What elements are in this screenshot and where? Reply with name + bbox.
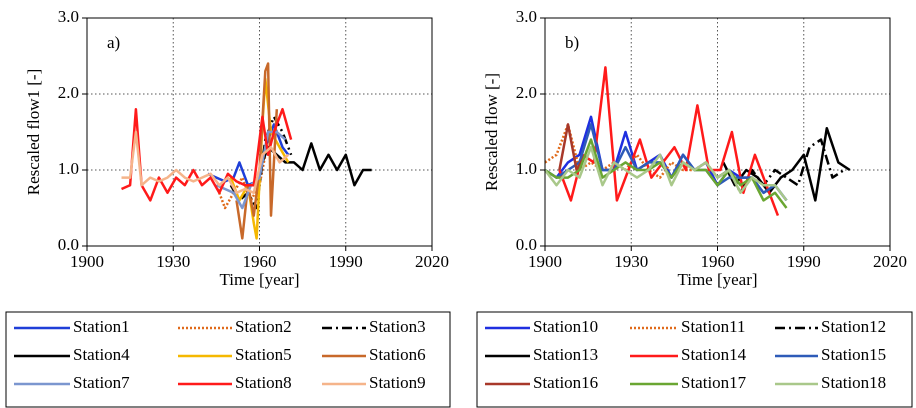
panel-label: b) — [565, 33, 579, 52]
y-axis-label: Rescaled flow [-] — [482, 73, 501, 191]
legend-label: Station3 — [369, 317, 426, 336]
y-tick-label: 3.0 — [58, 7, 79, 26]
x-tick-label: 1960 — [701, 252, 735, 271]
data-line — [121, 130, 290, 195]
plot-frame — [544, 17, 891, 247]
y-tick-label: 1.0 — [58, 159, 79, 178]
legend-label: Station2 — [235, 317, 292, 336]
legend-label: Station13 — [533, 345, 598, 364]
data-line — [120, 107, 293, 202]
y-tick-label: 0.0 — [58, 235, 79, 254]
y-tick-label: 1.0 — [516, 159, 537, 178]
data-line — [258, 142, 372, 187]
panel-label: a) — [107, 33, 120, 52]
legend-label: Station17 — [681, 373, 747, 392]
x-tick-label: 1990 — [329, 252, 363, 271]
legend-label: Station1 — [73, 317, 130, 336]
legend-label: Station15 — [821, 345, 886, 364]
x-tick-label: 1900 — [70, 252, 104, 271]
x-tick-label: 2020 — [873, 252, 907, 271]
legend-label: Station14 — [681, 345, 747, 364]
y-tick-label: 0.0 — [516, 235, 537, 254]
x-tick-label: 1930 — [156, 252, 190, 271]
x-axis-label: Time [year] — [677, 270, 757, 289]
data-line — [558, 123, 587, 172]
x-tick-label: 1960 — [243, 252, 277, 271]
legend-label: Station11 — [681, 317, 746, 336]
legend-label: Station4 — [73, 345, 130, 364]
plot-area — [545, 18, 890, 246]
legend-label: Station8 — [235, 373, 292, 392]
x-tick-label: 1930 — [614, 252, 648, 271]
legend-label: Station18 — [821, 373, 886, 392]
plot-frame — [86, 17, 433, 247]
y-axis-label: Rescaled flow1 [-] — [24, 69, 43, 196]
x-tick-label: 2020 — [415, 252, 449, 271]
legend-label: Station6 — [369, 345, 426, 364]
legend-label: Station7 — [73, 373, 130, 392]
legend-label: Station10 — [533, 317, 598, 336]
data-line — [544, 145, 788, 202]
x-axis-label: Time [year] — [219, 270, 299, 289]
y-tick-label: 3.0 — [516, 7, 537, 26]
legend-label: Station12 — [821, 317, 886, 336]
legend-label: Station5 — [235, 345, 292, 364]
legend-label: Station9 — [369, 373, 426, 392]
y-tick-label: 2.0 — [58, 83, 79, 102]
x-tick-label: 1900 — [528, 252, 562, 271]
x-tick-label: 1990 — [787, 252, 821, 271]
y-tick-label: 2.0 — [516, 83, 537, 102]
legend-label: Station16 — [533, 373, 598, 392]
legend-box — [476, 311, 913, 408]
data-line — [722, 126, 851, 202]
